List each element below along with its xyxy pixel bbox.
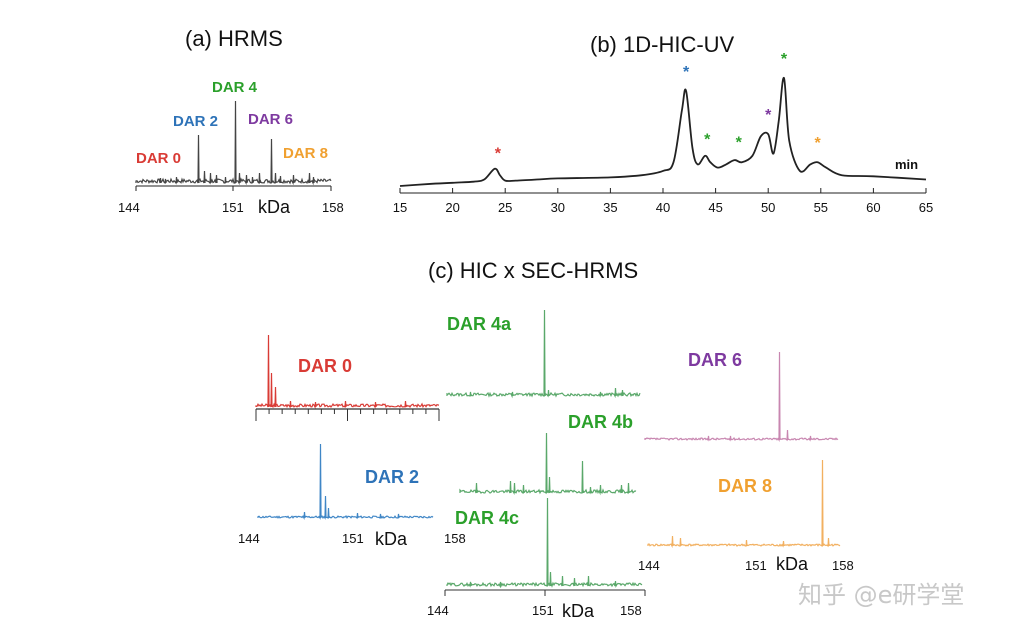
panel-b-tick-50: 50 [761, 200, 775, 215]
panel-a-tick-158: 158 [322, 200, 344, 215]
panel-b-stars: * * * * * * * [495, 51, 822, 163]
panel-c-trace-dar4b [459, 432, 637, 496]
panel-c-right-unit: kDa [776, 554, 809, 574]
panel-c-label-dar2: DAR 2 [365, 467, 419, 487]
panel-b-tick-20: 20 [445, 200, 459, 215]
panel-b-star-dar6-4: * [765, 107, 772, 124]
panel-b-tick-40: 40 [656, 200, 670, 215]
panel-b-star-dar4-3: * [736, 134, 743, 151]
panel-c-trace-dar4a [446, 309, 641, 399]
watermark: 知乎 @e研学堂 [798, 581, 964, 609]
panel-b-star-dar0-0: * [495, 146, 502, 163]
panel-b-tick-25: 25 [498, 200, 512, 215]
panel-b-chromatogram: 15 20 25 30 35 40 45 50 55 60 65 min * * * * * * * [393, 51, 933, 215]
panel-c-dar0-ticks [255, 409, 440, 421]
panel-c-mid-tick-144: 144 [427, 603, 449, 618]
panel-a-unit: kDa [258, 197, 291, 217]
panel-c-trace-dar4c [446, 497, 643, 589]
panel-c: DAR 0 DAR 2 144 151 158 kDa DAR 4a DAR 4… [238, 309, 854, 621]
panel-c-left-tick-144: 144 [238, 531, 260, 546]
panel-a-label-dar4: DAR 4 [212, 79, 258, 96]
panel-c-label-dar0: DAR 0 [298, 356, 352, 376]
panel-c-right-tick-144: 144 [638, 558, 660, 573]
panel-c-trace-dar6 [644, 351, 839, 442]
panel-c-label-dar4c: DAR 4c [455, 508, 519, 528]
panel-c-left-tick-151: 151 [342, 531, 364, 546]
panel-a-title: (a) HRMS [185, 26, 283, 51]
panel-b-tick-65: 65 [919, 200, 933, 215]
panel-b-unit: min [895, 157, 918, 172]
panel-c-left-unit: kDa [375, 529, 408, 549]
panel-a-tick-151: 151 [222, 200, 244, 215]
panel-a-label-dar0: DAR 0 [136, 150, 181, 167]
panel-b-star-dar8-6: * [815, 135, 822, 152]
panel-b-tick-60: 60 [866, 200, 880, 215]
panel-c-trace-dar2 [257, 443, 434, 521]
panel-c-right-tick-151: 151 [745, 558, 767, 573]
panel-a-label-dar2: DAR 2 [173, 113, 218, 130]
panel-b-tick-15: 15 [393, 200, 407, 215]
panel-c-label-dar4a: DAR 4a [447, 314, 512, 334]
panel-c-title: (c) HIC x SEC-HRMS [428, 258, 638, 283]
panel-a-tick-144: 144 [118, 200, 140, 215]
panel-b-tick-35: 35 [603, 200, 617, 215]
panel-c-left-tick-158: 158 [444, 531, 466, 546]
panel-a-spectrum: 144 151 158 kDa DAR 0 DAR 2 DAR 4 DAR 6 … [118, 79, 344, 217]
panel-b-star-dar2-1: * [683, 64, 690, 81]
panel-b-tick-55: 55 [814, 200, 828, 215]
panel-b-star-dar4-2: * [704, 131, 711, 148]
panel-b-tick-30: 30 [551, 200, 565, 215]
panel-c-mid-ticks [444, 590, 646, 596]
panel-c-trace-dar0 [255, 334, 440, 410]
panel-a-label-dar6: DAR 6 [248, 111, 293, 128]
panel-c-mid-tick-158: 158 [620, 603, 642, 618]
panel-c-label-dar8: DAR 8 [718, 476, 772, 496]
panel-b-trace [399, 77, 927, 187]
panel-c-mid-unit: kDa [562, 601, 595, 621]
panel-c-mid-tick-151: 151 [532, 603, 554, 618]
panel-b-star-dar4-5: * [781, 51, 788, 68]
panel-b-title: (b) 1D-HIC-UV [590, 32, 735, 57]
panel-a-label-dar8: DAR 8 [283, 145, 328, 162]
panel-b-tick-45: 45 [708, 200, 722, 215]
panel-c-trace-dar8 [647, 459, 841, 549]
panel-c-label-dar6: DAR 6 [688, 350, 742, 370]
panel-c-right-tick-158: 158 [832, 558, 854, 573]
panel-b-ticks: 15 20 25 30 35 40 45 50 55 60 65 [393, 188, 933, 215]
panel-c-label-dar4b: DAR 4b [568, 412, 633, 432]
panel-a-trace [135, 100, 332, 186]
